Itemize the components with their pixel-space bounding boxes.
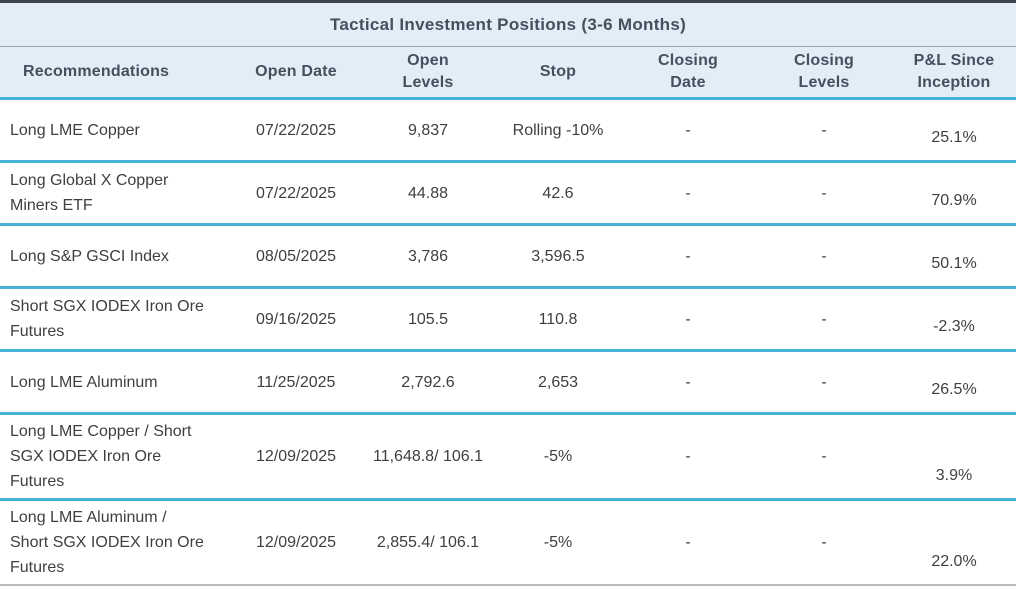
table-row: Long S&P GSCI Index 08/05/2025 3,786 3,596.…	[0, 226, 1016, 289]
table-row: Long Global X Copper Miners ETF 07/22/202…	[0, 163, 1016, 226]
cell-closing_levels: -	[821, 121, 827, 139]
cell-open_date: 12/09/2025	[255, 448, 337, 465]
cell-stop: 42.6	[542, 184, 574, 202]
cell-closing_date: -	[685, 310, 691, 328]
cell-stop: 3,596.5	[531, 247, 585, 265]
cell-pnl: 25.1%	[931, 129, 977, 146]
cell-closing_date: -	[685, 184, 691, 202]
cell-open_levels: 3,786	[407, 247, 449, 265]
cell-pnl: 22.0%	[931, 553, 977, 570]
cell-open_date: 07/22/2025	[255, 121, 337, 139]
table-title: Tactical Investment Positions (3-6 Month…	[0, 0, 1016, 47]
cell-stop: -5%	[543, 448, 573, 465]
cell-open_date: 08/05/2025	[255, 247, 337, 265]
column-header-stop: Stop	[539, 63, 577, 80]
column-header-open_date: Open Date	[255, 63, 337, 80]
cell-recommendation: Long LME Copper	[10, 121, 140, 139]
positions-table: Tactical Investment Positions (3-6 Month…	[0, 0, 1016, 586]
cell-stop: -5%	[543, 534, 573, 551]
table-row: Long LME Copper / Short SGX IODEX Iron O…	[0, 415, 1016, 501]
cell-recommendation: Short SGX IODEX Iron Ore Futures	[10, 298, 204, 340]
cell-closing_levels: -	[821, 534, 827, 551]
cell-pnl: 50.1%	[931, 255, 977, 272]
cell-pnl: 26.5%	[931, 381, 977, 398]
cell-recommendation: Long Global X Copper Miners ETF	[10, 172, 169, 214]
cell-closing_levels: -	[821, 373, 827, 391]
cell-recommendation: Long LME Copper / Short SGX IODEX Iron O…	[10, 423, 192, 490]
cell-open_date: 12/09/2025	[255, 534, 337, 551]
cell-closing_date: -	[685, 448, 691, 465]
table-row: Short SGX IODEX Iron Ore Futures 09/16/20…	[0, 289, 1016, 352]
table-row: Long LME Aluminum / Short SGX IODEX Iron…	[0, 501, 1016, 586]
column-header-pnl: P&L Since Inception	[913, 52, 995, 91]
table-body: Long LME Copper 07/22/2025 9,837 Rolling -1…	[0, 100, 1016, 586]
cell-closing_levels: -	[821, 184, 827, 202]
cell-stop: 110.8	[538, 310, 578, 328]
cell-closing_date: -	[685, 373, 691, 391]
cell-pnl: 70.9%	[931, 192, 977, 209]
cell-stop: Rolling -10%	[512, 121, 604, 139]
table-header-row: Recommendations Open Date Open Levels Stop Cl…	[0, 47, 1016, 100]
cell-pnl: 3.9%	[935, 467, 973, 484]
cell-open_levels: 44.88	[407, 184, 449, 202]
table-row: Long LME Aluminum 11/25/2025 2,792.6 2,653 -…	[0, 352, 1016, 415]
column-header-open_levels: Open Levels	[402, 52, 454, 91]
cell-open_date: 09/16/2025	[255, 310, 337, 328]
cell-recommendation: Long S&P GSCI Index	[10, 247, 169, 265]
cell-closing_levels: -	[821, 310, 827, 328]
cell-recommendation: Long LME Aluminum / Short SGX IODEX Iron…	[10, 509, 204, 576]
cell-stop: 2,653	[537, 373, 579, 391]
cell-closing_levels: -	[821, 247, 827, 265]
cell-open_levels: 2,792.6	[401, 373, 455, 391]
cell-closing_levels: -	[821, 448, 827, 465]
cell-open_date: 07/22/2025	[255, 184, 337, 202]
column-header-recommendation: Recommendations	[23, 63, 170, 80]
cell-open_levels: 105.5	[407, 310, 449, 328]
cell-recommendation: Long LME Aluminum	[10, 373, 158, 391]
cell-open_levels: 11,648.8/ 106.1	[372, 448, 484, 465]
cell-open_levels: 2,855.4/ 106.1	[376, 534, 480, 551]
cell-open_date: 11/25/2025	[256, 373, 336, 391]
column-header-closing_levels: Closing Levels	[793, 52, 855, 91]
cell-closing_date: -	[685, 121, 691, 139]
cell-closing_date: -	[685, 534, 691, 551]
table-row: Long LME Copper 07/22/2025 9,837 Rolling -1…	[0, 100, 1016, 163]
cell-open_levels: 9,837	[407, 121, 449, 139]
cell-pnl: -2.3%	[933, 318, 975, 335]
cell-closing_date: -	[685, 247, 691, 265]
column-header-closing_date: Closing Date	[657, 52, 719, 91]
